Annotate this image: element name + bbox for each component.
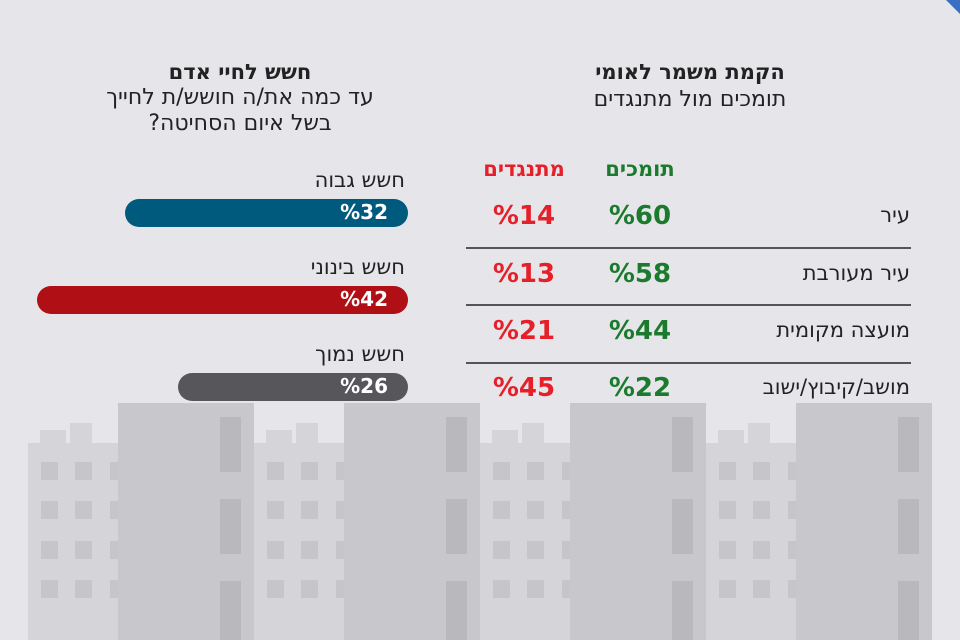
building-roof-step xyxy=(266,430,292,444)
corner-decoration xyxy=(946,0,960,14)
building-roof-step xyxy=(522,423,544,444)
column-header-support: תומכים xyxy=(605,157,675,181)
building-window-strip xyxy=(898,499,919,554)
building-window xyxy=(527,541,544,559)
building-roof-step xyxy=(70,423,92,444)
building-window xyxy=(301,462,318,480)
row-label-local-council: מועצה מקומית xyxy=(776,318,910,342)
building-window xyxy=(301,501,318,519)
building-roof-step xyxy=(40,430,66,444)
building-window-strip xyxy=(672,499,693,554)
support-value-local-council: %44 xyxy=(608,316,672,346)
bar-medium: %42 xyxy=(36,286,408,314)
left-chart-subtitle-line1: עד כמה את/ה חושש/ת לחייך xyxy=(106,85,374,110)
building-window-strip xyxy=(898,581,919,640)
column-header-oppose: מתנגדים xyxy=(483,157,565,181)
bar-label-high: חשש גבוה xyxy=(314,168,405,192)
building-window-strip xyxy=(672,417,693,472)
support-value-mixed-city: %58 xyxy=(608,259,672,289)
building-window xyxy=(267,541,284,559)
building-window-strip xyxy=(446,417,467,472)
building-window-strip xyxy=(220,581,241,640)
building-window xyxy=(267,580,284,598)
left-chart-subtitle-line2: בשל איום הסחיטה? xyxy=(148,111,332,136)
bar-label-low: חשש נמוך xyxy=(315,342,405,366)
building-window xyxy=(267,462,284,480)
left-chart-title: חשש לחיי אדם xyxy=(168,60,312,84)
building-roof-step xyxy=(748,423,770,444)
oppose-value-rural: %45 xyxy=(492,373,556,403)
building-window xyxy=(527,501,544,519)
bar-value-low: %26 xyxy=(340,374,388,398)
oppose-value-city: %14 xyxy=(492,201,556,231)
building-window xyxy=(301,541,318,559)
building-window-strip xyxy=(220,417,241,472)
row-divider xyxy=(466,247,911,249)
row-divider xyxy=(466,304,911,306)
building-window xyxy=(719,501,736,519)
building-window xyxy=(267,501,284,519)
building-window xyxy=(75,462,92,480)
building-window xyxy=(719,580,736,598)
building-roof-step xyxy=(492,430,518,444)
support-value-city: %60 xyxy=(608,201,672,231)
building-window xyxy=(41,501,58,519)
row-label-mixed-city: עיר מעורבת xyxy=(802,261,910,285)
building-window xyxy=(753,462,770,480)
building-window xyxy=(493,501,510,519)
building-window-strip xyxy=(672,581,693,640)
bar-high: %32 xyxy=(125,199,408,227)
building-window xyxy=(753,541,770,559)
building-window xyxy=(527,462,544,480)
building-window-strip xyxy=(898,417,919,472)
building-roof-step xyxy=(718,430,744,444)
right-table-subtitle: תומכים מול מתנגדים xyxy=(593,87,787,112)
row-divider xyxy=(466,362,911,364)
building-window xyxy=(527,580,544,598)
right-table-title: הקמת משמר לאומי xyxy=(595,60,785,84)
support-value-rural: %22 xyxy=(608,373,672,403)
row-label-rural: מושב/קיבוץ/ישוב xyxy=(762,375,910,399)
building-window xyxy=(41,580,58,598)
building-window xyxy=(75,501,92,519)
building-window xyxy=(493,462,510,480)
oppose-value-local-council: %21 xyxy=(492,316,556,346)
building-window xyxy=(493,541,510,559)
building-window xyxy=(41,462,58,480)
building-window-strip xyxy=(446,581,467,640)
bar-value-high: %32 xyxy=(340,200,388,224)
building-roof-step xyxy=(296,423,318,444)
building-window xyxy=(719,462,736,480)
building-window xyxy=(753,580,770,598)
building-window xyxy=(41,541,58,559)
building-window-strip xyxy=(446,499,467,554)
building-window xyxy=(301,580,318,598)
building-window-strip xyxy=(220,499,241,554)
building-window xyxy=(753,501,770,519)
bar-label-medium: חשש בינוני xyxy=(310,255,405,279)
oppose-value-mixed-city: %13 xyxy=(492,259,556,289)
building-window xyxy=(719,541,736,559)
building-window xyxy=(493,580,510,598)
bar-low: %26 xyxy=(178,373,408,401)
building-window xyxy=(75,541,92,559)
building-window xyxy=(75,580,92,598)
row-label-city: עיר xyxy=(880,203,910,227)
bar-value-medium: %42 xyxy=(340,287,388,311)
